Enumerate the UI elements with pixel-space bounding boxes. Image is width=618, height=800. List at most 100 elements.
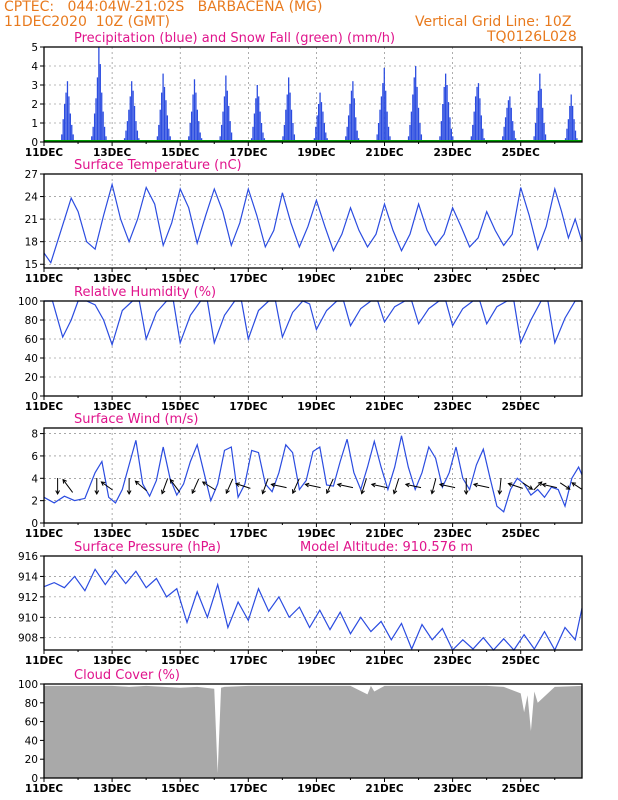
- y-tick-label: 21: [25, 214, 38, 226]
- cloud-title: Cloud Cover (%): [74, 668, 180, 683]
- precip-bar: [512, 121, 514, 142]
- precip-bar: [190, 111, 193, 142]
- x-tick-label: 13DEC: [93, 528, 132, 540]
- precip-bar: [513, 130, 515, 142]
- precip-frame: [43, 46, 583, 143]
- wind-arrow-head: [463, 490, 469, 496]
- precip-bar: [159, 109, 161, 142]
- wind-arrow: [463, 478, 469, 496]
- precip-bar: [382, 83, 384, 142]
- wind-arrow: [270, 482, 287, 489]
- cloud-panel: 0 20 40 60 80 100 11DEC 13DEC 15DEC 17DEC 19DEC 21D…: [18, 668, 583, 795]
- wind-arrow: [559, 482, 571, 490]
- y-tick-label: 18: [25, 237, 38, 249]
- wind-arrow-head: [392, 489, 398, 495]
- precip-bar: [156, 136, 159, 142]
- precip-bar: [356, 130, 358, 142]
- wind-arrow-shaft: [371, 483, 388, 489]
- wind-arrow-head: [571, 482, 577, 487]
- wind-arrow-head: [336, 482, 342, 488]
- precip-bar: [166, 115, 169, 142]
- precip-bar: [386, 111, 388, 142]
- precip-bar: [387, 126, 390, 142]
- precip-bar: [322, 111, 324, 142]
- y-tick-label: 40: [25, 735, 38, 747]
- precip-bar: [352, 81, 354, 142]
- y-tick-label: 6: [31, 451, 38, 463]
- wind-arrow: [304, 482, 321, 489]
- precip-bar: [282, 136, 284, 142]
- precip-bar: [407, 136, 410, 142]
- precip-bar: [317, 104, 320, 142]
- wind-arrow-head: [201, 481, 207, 486]
- wind-arrow: [191, 478, 200, 495]
- wind-arrow-shaft: [439, 483, 456, 489]
- x-tick-label: 17DEC: [229, 528, 268, 540]
- y-tick-label: 910: [18, 612, 38, 624]
- wind-arrow-head: [62, 478, 67, 484]
- precip-bar: [440, 121, 443, 142]
- precip-bar: [71, 124, 73, 142]
- precip-bar: [323, 123, 325, 142]
- precip-bar: [222, 111, 224, 142]
- x-tick-label: 21DEC: [365, 528, 404, 540]
- precip-bar: [510, 107, 512, 142]
- precip-bar: [129, 96, 131, 142]
- precip-bar: [413, 77, 415, 142]
- x-tick-label: 21DEC: [365, 147, 404, 159]
- precip-bar: [573, 119, 575, 142]
- precip-bar: [161, 92, 163, 142]
- precip-bar: [439, 136, 441, 142]
- precip-bar: [95, 98, 97, 142]
- x-tick-label: 15DEC: [161, 655, 200, 667]
- precip-bar: [377, 123, 380, 142]
- x-tick-label: 21DEC: [365, 655, 404, 667]
- x-tick-label: 23DEC: [433, 147, 472, 159]
- precip-bar: [63, 104, 66, 142]
- pressure-title: Surface Pressure (hPa): [74, 540, 221, 555]
- wind-arrow-shaft: [326, 478, 334, 494]
- precip-bar: [572, 105, 574, 142]
- wind-arrow: [533, 481, 543, 491]
- y-tick-label: 8: [31, 429, 38, 441]
- wind-arrow-head: [304, 482, 310, 488]
- wind-arrow: [134, 480, 147, 492]
- wind-arrow-head: [360, 489, 365, 495]
- y-tick-label: 908: [18, 633, 38, 645]
- precip-bar: [69, 113, 71, 142]
- wind-arrow-shaft: [508, 483, 523, 489]
- wind-arrow-shaft: [191, 478, 200, 494]
- wind-arrow-head: [326, 489, 331, 495]
- precip-bar: [93, 113, 96, 142]
- precip-bar: [158, 124, 160, 142]
- precip-bar: [417, 107, 420, 142]
- temp-panel: 15 18 21 24 27 11DEC 13DEC 15DEC 17DEC 19DEC 21DEC…: [25, 158, 583, 285]
- precip-bar: [168, 128, 170, 142]
- precip-bar: [165, 100, 167, 142]
- precip-bar: [566, 128, 568, 142]
- wind-arrow-shaft: [101, 481, 113, 491]
- y-tick-label: 0: [31, 391, 38, 403]
- precip-bar: [125, 130, 127, 142]
- x-tick-label: 11DEC: [25, 147, 64, 159]
- x-tick-label: 25DEC: [502, 147, 541, 159]
- station-header: CPTEC: 044:04W-21:02S BARBACENA (MG): [4, 0, 323, 15]
- y-tick-label: 20: [25, 754, 38, 766]
- wind-arrow: [472, 482, 490, 489]
- precip-bar: [379, 109, 381, 142]
- wind-arrow: [62, 478, 74, 493]
- precip-bar: [286, 94, 288, 142]
- grid-line-note: Vertical Grid Line: 10Z: [415, 14, 572, 30]
- wind-arrow-shaft: [225, 478, 234, 494]
- y-tick-label: 2: [31, 99, 38, 111]
- precip-bar: [253, 113, 256, 142]
- precip-bar: [349, 104, 351, 142]
- precip-bar: [228, 105, 230, 142]
- precip-bar: [136, 130, 139, 142]
- x-tick-label: 13DEC: [93, 401, 132, 413]
- wind-arrow-head: [565, 485, 571, 490]
- precip-bar: [443, 86, 445, 142]
- wind-arrow-shaft: [533, 481, 543, 491]
- y-tick-label: 0: [31, 773, 38, 785]
- wind-arrow: [404, 482, 422, 489]
